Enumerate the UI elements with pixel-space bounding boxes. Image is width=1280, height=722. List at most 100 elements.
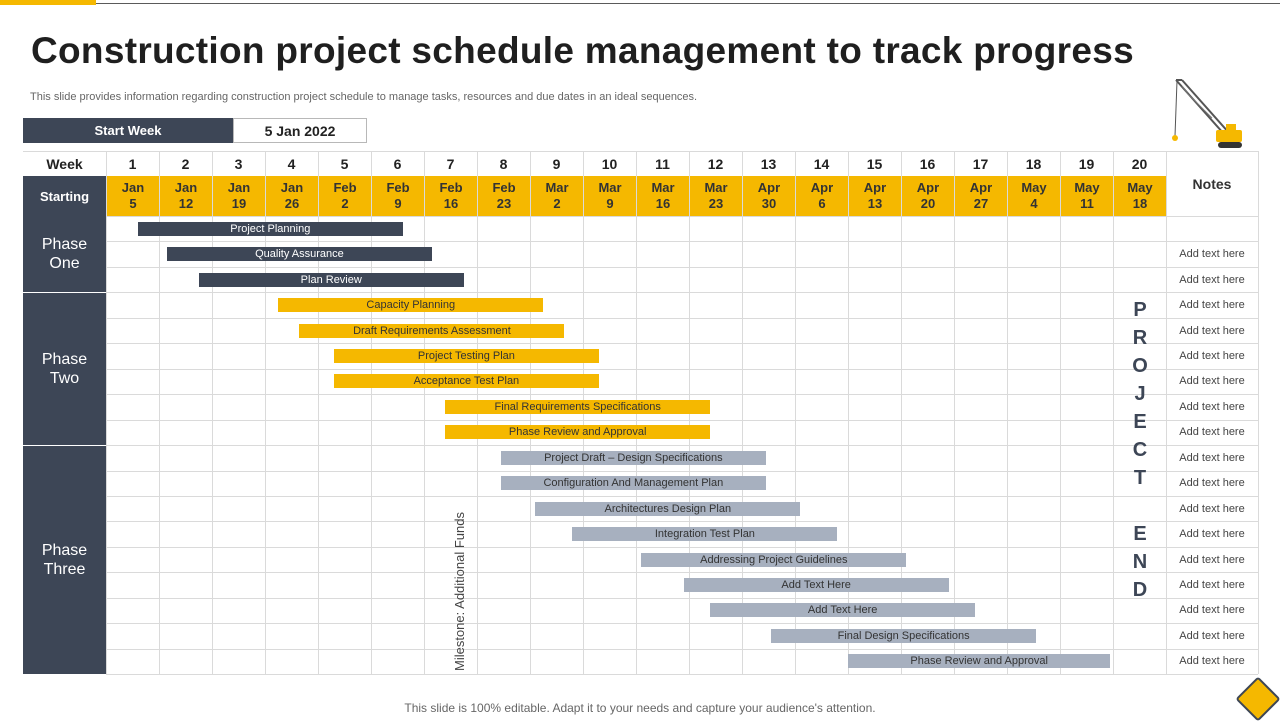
grid-hline — [106, 266, 1258, 268]
task-bar[interactable]: Project Draft – Design Specifications — [500, 450, 766, 465]
week-number: 20 — [1131, 155, 1148, 172]
project-end-letter: E — [1133, 411, 1147, 433]
grid-vline — [265, 151, 266, 675]
project-end-letter: C — [1132, 439, 1148, 461]
task-bar[interactable]: Acceptance Test Plan — [333, 374, 599, 389]
grid-vline — [1007, 151, 1008, 675]
grid-vline — [742, 151, 743, 675]
task-bar[interactable]: Project Testing Plan — [333, 348, 599, 363]
note-cell[interactable]: Add text here — [1179, 553, 1245, 566]
week-start-date: Mar 2 — [531, 176, 583, 216]
note-cell[interactable]: Add text here — [1179, 248, 1245, 261]
week-start-date: Feb 9 — [372, 176, 424, 216]
grid-hline — [106, 674, 1258, 676]
week-start-date: Jan 12 — [160, 176, 212, 216]
task-bar[interactable]: Architectures Design Plan — [535, 501, 801, 516]
task-bar[interactable]: Final Requirements Specifications — [445, 399, 711, 414]
week-start-date: Mar 23 — [690, 176, 742, 216]
task-bar[interactable]: Quality Assurance — [166, 247, 432, 262]
task-bar[interactable]: Phase Review and Approval — [848, 654, 1111, 669]
week-number: 1 — [128, 155, 137, 172]
note-cell[interactable]: Add text here — [1179, 299, 1245, 312]
task-bar[interactable]: Add Text Here — [683, 578, 949, 593]
week-number: 14 — [813, 155, 830, 172]
week-start-date: May 4 — [1008, 176, 1060, 216]
week-start-date: Feb 2 — [319, 176, 371, 216]
grid-hline — [106, 546, 1258, 548]
week-start-date: Jan 26 — [266, 176, 318, 216]
starting-header-label: Starting — [23, 176, 106, 216]
note-cell[interactable]: Add text here — [1179, 349, 1245, 362]
grid-hline — [106, 597, 1258, 599]
task-bar[interactable]: Configuration And Management Plan — [500, 476, 766, 491]
start-week-value[interactable]: 5 Jan 2022 — [233, 118, 367, 143]
grid-hline — [106, 292, 1258, 294]
week-start-date: Feb 16 — [425, 176, 477, 216]
task-bar[interactable]: Addressing Project Guidelines — [641, 552, 907, 567]
week-number: 15 — [866, 155, 883, 172]
crane-icon — [1172, 79, 1242, 148]
week-start-date: Apr 6 — [796, 176, 848, 216]
grid-vline — [1060, 151, 1061, 675]
note-cell[interactable]: Add text here — [1179, 528, 1245, 541]
note-cell[interactable]: Add text here — [1179, 502, 1245, 515]
week-number: 4 — [287, 155, 296, 172]
week-number: 10 — [601, 155, 618, 172]
note-cell[interactable]: Add text here — [1179, 604, 1245, 617]
task-bar[interactable]: Plan Review — [198, 272, 464, 287]
project-end-letter: E — [1133, 523, 1147, 545]
week-start-date: Apr 13 — [849, 176, 901, 216]
week-number: 19 — [1078, 155, 1095, 172]
top-accent-bar — [0, 0, 96, 5]
grid-vline — [954, 151, 955, 675]
note-cell[interactable]: Add text here — [1179, 451, 1245, 464]
grid-vline — [212, 151, 213, 675]
note-cell[interactable]: Add text here — [1179, 629, 1245, 642]
week-number: 3 — [234, 155, 243, 172]
project-end-letter: R — [1132, 327, 1148, 349]
grid-hline — [106, 419, 1258, 421]
note-cell[interactable]: Add text here — [1179, 579, 1245, 592]
task-bar[interactable]: Phase Review and Approval — [445, 425, 711, 440]
note-cell[interactable]: Add text here — [1179, 324, 1245, 337]
week-start-date: Jan 5 — [107, 176, 159, 216]
phase-label: Phase Two — [23, 293, 106, 446]
note-cell[interactable]: Add text here — [1179, 655, 1245, 668]
grid-hline — [106, 368, 1258, 370]
task-bar[interactable]: Integration Test Plan — [572, 527, 838, 542]
note-cell[interactable]: Add text here — [1179, 273, 1245, 286]
week-start-date: Apr 27 — [955, 176, 1007, 216]
week-number: 17 — [972, 155, 989, 172]
note-cell[interactable]: Add text here — [1179, 375, 1245, 388]
task-bar[interactable]: Final Design Specifications — [771, 628, 1037, 643]
grid-hline — [106, 317, 1258, 319]
project-end-letter: T — [1133, 467, 1147, 489]
grid-vline — [106, 151, 107, 675]
grid-vline — [1258, 151, 1259, 675]
note-cell[interactable]: Add text here — [1179, 426, 1245, 439]
note-cell[interactable]: Add text here — [1179, 477, 1245, 490]
week-number: 16 — [919, 155, 936, 172]
project-end-letter: P — [1133, 299, 1147, 321]
grid-hline — [106, 623, 1258, 625]
week-number: 8 — [499, 155, 508, 172]
footer-note: This slide is 100% editable. Adapt it to… — [404, 701, 876, 715]
task-bar[interactable]: Add Text Here — [710, 603, 976, 618]
task-bar[interactable]: Draft Requirements Assessment — [299, 323, 565, 338]
task-bar[interactable]: Project Planning — [137, 221, 403, 236]
grid-vline — [795, 151, 796, 675]
week-start-date: Mar 9 — [584, 176, 636, 216]
week-start-date: Apr 30 — [743, 176, 795, 216]
week-start-date: Jan 19 — [213, 176, 265, 216]
note-cell[interactable]: Add text here — [1179, 400, 1245, 413]
grid-hline — [106, 648, 1258, 650]
project-end-letter: O — [1132, 355, 1148, 377]
grid-vline — [901, 151, 902, 675]
grid-hline — [106, 343, 1258, 345]
week-number: 2 — [181, 155, 190, 172]
project-end-letter: D — [1132, 579, 1148, 601]
phase-label: Phase One — [23, 216, 106, 293]
week-header-label: Week — [46, 155, 83, 172]
task-bar[interactable]: Capacity Planning — [278, 298, 544, 313]
